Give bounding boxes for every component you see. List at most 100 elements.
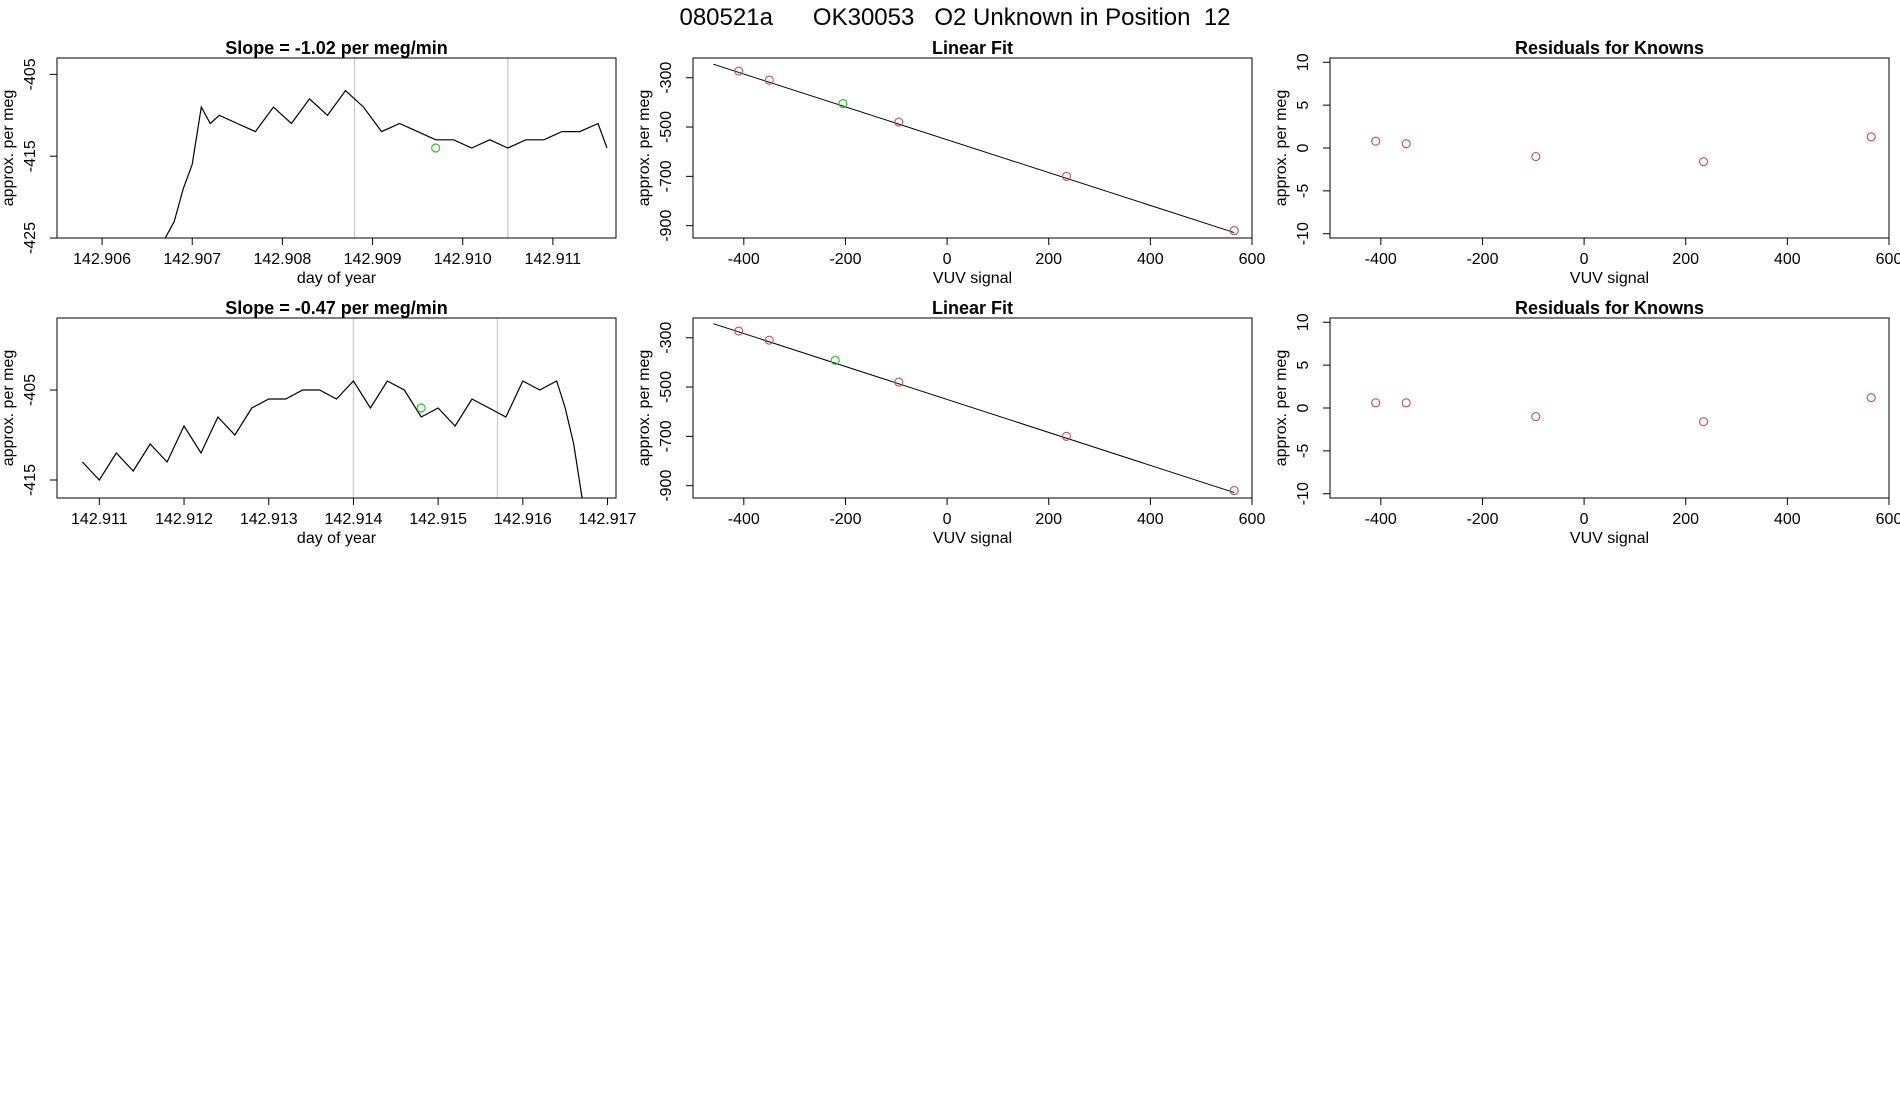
y-tick-label: -500	[658, 111, 675, 143]
plot-frame	[692, 317, 1253, 499]
known-point	[1229, 486, 1239, 496]
x-tick-label: -400	[1365, 251, 1397, 268]
y-axis-label: approx. per meg	[636, 90, 653, 207]
known-point	[1061, 171, 1072, 181]
unknown-point	[830, 355, 840, 366]
plot-area	[1371, 393, 1876, 427]
x-tick-label: 0	[1580, 511, 1589, 528]
y-tick-label: -405	[22, 58, 39, 90]
plot-frame	[56, 57, 617, 239]
residual-point	[1371, 398, 1381, 408]
x-tick-label: 0	[943, 511, 952, 528]
x-tick-label: 142.911	[71, 511, 128, 528]
panel-title: Slope = -0.47 per meg/min	[225, 298, 448, 318]
panel-5: Linear Fit -400 -200 0 200 400 600 -900 -700 -500…	[636, 298, 1265, 547]
x-tick-label: 142.910	[434, 251, 492, 268]
y-tick-label: -415	[22, 464, 39, 496]
residual-point	[1531, 412, 1541, 422]
residual-point	[1371, 136, 1381, 146]
y-tick-label: -10	[1295, 222, 1312, 245]
x-tick-label: 142.912	[155, 511, 213, 528]
y-tick-label: -405	[22, 374, 39, 406]
series-line	[81, 380, 583, 498]
y-axis-label: approx. per meg	[0, 90, 17, 207]
x-tick-label: 200	[1035, 251, 1062, 268]
plot-area	[81, 380, 583, 498]
y-tick-label: -700	[658, 420, 675, 452]
known-point	[1061, 431, 1072, 441]
x-tick-label: 400	[1774, 511, 1801, 528]
y-tick-label: -700	[658, 160, 675, 192]
plot-area	[713, 323, 1239, 496]
x-tick-label: -200	[1466, 511, 1498, 528]
y-tick-label: 5	[1295, 361, 1312, 370]
y-tick-label: 0	[1295, 143, 1312, 152]
y-tick-label: 10	[1295, 313, 1312, 331]
fit-line	[713, 63, 1235, 234]
panel-title: Residuals for Knowns	[1515, 298, 1704, 318]
x-tick-label: 600	[1239, 251, 1266, 268]
panels-container: Slope = -1.02 per meg/min 142.906 142.907 1…	[0, 38, 1900, 547]
x-tick-label: -400	[728, 251, 760, 268]
y-tick-label: 0	[1295, 403, 1312, 412]
panel-title: Slope = -1.02 per meg/min	[225, 38, 448, 58]
residual-point	[1531, 152, 1541, 162]
series-line	[164, 89, 608, 238]
residual-point	[1866, 132, 1876, 142]
x-tick-label: -200	[1466, 251, 1498, 268]
panel-title: Residuals for Knowns	[1515, 38, 1704, 58]
y-tick-label: -300	[658, 62, 675, 94]
unknown-point	[431, 143, 441, 153]
y-axis-label: approx. per meg	[0, 350, 17, 467]
known-point	[764, 75, 774, 85]
panel-3: Residuals for Knowns -400 -200 0 200 400 600 -1…	[1273, 38, 1900, 287]
x-tick-label: 142.906	[73, 251, 131, 268]
y-tick-label: -425	[22, 222, 39, 254]
x-tick-label: 142.914	[325, 511, 383, 528]
x-tick-label: 600	[1239, 511, 1266, 528]
x-tick-label: -200	[829, 511, 861, 528]
residual-point	[1401, 398, 1411, 408]
plot-area	[164, 89, 608, 238]
panel-title: Linear Fit	[932, 38, 1013, 58]
plot-frame	[692, 57, 1253, 239]
x-axis-label: VUV signal	[933, 270, 1012, 287]
y-tick-label: -10	[1295, 482, 1312, 505]
x-tick-label: 600	[1876, 251, 1900, 268]
panel-1: Slope = -1.02 per meg/min 142.906 142.907 1…	[0, 38, 617, 287]
plot-frame	[56, 317, 617, 499]
x-axis-label: VUV signal	[933, 530, 1012, 547]
panel-6: Residuals for Knowns -400 -200 0 200 400 600 -1…	[1273, 298, 1900, 547]
x-tick-label: 200	[1672, 251, 1699, 268]
residual-point	[1866, 393, 1876, 403]
residual-point	[1401, 139, 1411, 149]
x-tick-label: 142.915	[409, 511, 467, 528]
panel-2: Linear Fit -400 -200 0 200 400 600 -900 -700 -500…	[636, 38, 1265, 287]
y-tick-label: 10	[1295, 53, 1312, 71]
x-tick-label: 200	[1035, 511, 1062, 528]
x-tick-label: 400	[1137, 511, 1164, 528]
fit-line	[713, 323, 1235, 494]
y-tick-label: -900	[658, 470, 675, 502]
x-axis-label: VUV signal	[1570, 270, 1649, 287]
known-point	[894, 377, 904, 387]
x-axis-label: day of year	[297, 530, 377, 547]
known-point	[734, 326, 744, 336]
x-tick-label: 400	[1774, 251, 1801, 268]
x-tick-label: -200	[829, 251, 861, 268]
x-tick-label: -400	[1365, 511, 1397, 528]
x-tick-label: 142.911	[525, 251, 582, 268]
known-point	[734, 66, 744, 76]
y-tick-label: -300	[658, 322, 675, 354]
x-tick-label: 142.907	[163, 251, 221, 268]
residual-point	[1698, 157, 1709, 167]
x-axis-label: day of year	[297, 270, 377, 287]
y-tick-label: -5	[1295, 184, 1312, 198]
x-tick-label: 142.913	[240, 511, 298, 528]
x-tick-label: 0	[943, 251, 952, 268]
y-tick-label: -5	[1295, 444, 1312, 458]
x-tick-label: 600	[1876, 511, 1900, 528]
y-tick-label: -415	[22, 140, 39, 172]
